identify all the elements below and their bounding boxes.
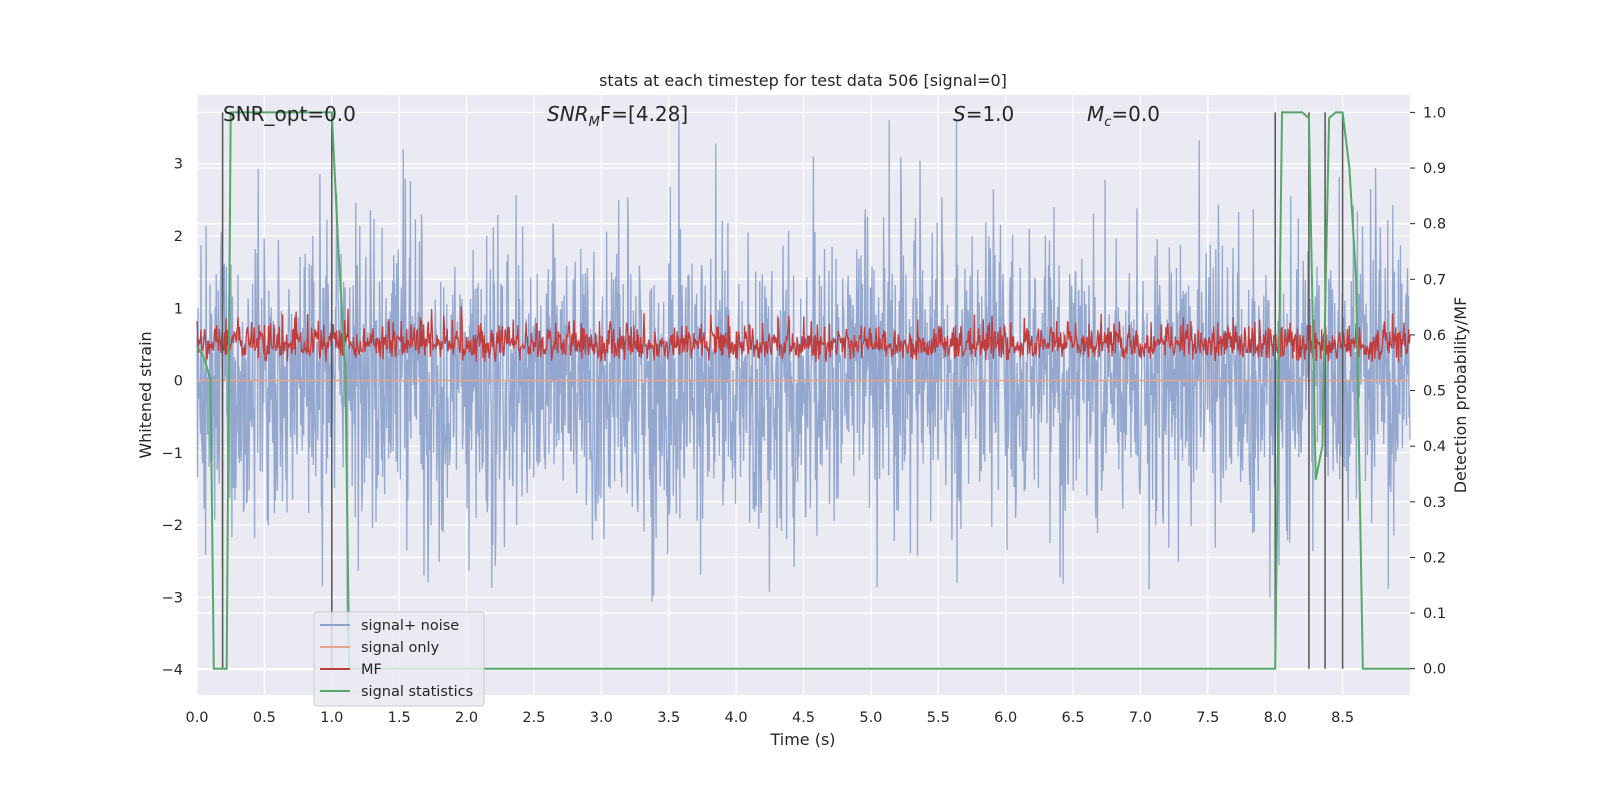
y-axis-label: Whitened strain — [136, 331, 155, 458]
y-tick-label: −1 — [162, 446, 183, 462]
x-tick-label: 0.0 — [185, 710, 208, 726]
y2-tick-label: 0.7 — [1423, 272, 1446, 288]
x-tick-label: 3.0 — [590, 710, 613, 726]
series-signal-noise — [196, 120, 1411, 647]
annotations: SNR_opt=0.0 SNRMF=[4.28] S=1.0 Mc=0.0 — [223, 102, 1160, 130]
legend-label-signal-noise: signal+ noise — [361, 618, 459, 634]
signal-noise-line — [196, 120, 1411, 647]
x-tick-label: 2.0 — [455, 710, 478, 726]
detection-vlines — [221, 112, 1344, 669]
y2-tick-label: 1.0 — [1423, 105, 1446, 121]
x-tick-label: 8.5 — [1331, 710, 1354, 726]
legend-label-signal-statistics: signal statistics — [361, 684, 473, 700]
y2-tick-label: 0.4 — [1423, 439, 1446, 455]
y2-tick-label: 0.5 — [1423, 384, 1446, 400]
annotation-mc: Mc=0.0 — [1087, 102, 1160, 130]
y2-tick-label: 0.6 — [1423, 328, 1446, 344]
annotation-s: S=1.0 — [953, 102, 1014, 126]
x-tick-label: 1.5 — [388, 710, 411, 726]
series-mf — [196, 306, 1411, 363]
y2-tick-label: 0.0 — [1423, 662, 1446, 678]
y2-axis-label: Detection probability/MF — [1451, 297, 1470, 494]
legend: signal+ noise signal only MF signal stat… — [313, 611, 485, 707]
annotation-snr-mf: SNRMF=[4.28] — [547, 102, 688, 130]
signal-statistics-line — [196, 111, 1410, 670]
x-tick-label: 5.0 — [859, 710, 882, 726]
chart-title: stats at each timestep for test data 506… — [599, 71, 1007, 90]
y2-tick-label: 0.9 — [1423, 161, 1446, 177]
x-tick-label: 0.5 — [253, 710, 276, 726]
y-tick-label: 2 — [174, 229, 183, 245]
x-tick-labels: 0.0 0.5 1.0 1.5 2.0 2.5 3.0 3.5 4.0 4.5 5.0 5.5 6.0 6… — [185, 710, 1354, 726]
y-tick-label: −4 — [162, 663, 183, 679]
y2-tick-label: 0.1 — [1423, 606, 1446, 622]
x-tick-label: 5.5 — [927, 710, 950, 726]
legend-label-signal-only: signal only — [361, 640, 440, 656]
x-tick-label: 8.0 — [1264, 710, 1287, 726]
y2-tick-label: 0.2 — [1423, 550, 1446, 566]
x-tick-label: 7.0 — [1129, 710, 1152, 726]
legend-box — [313, 611, 485, 707]
x-tick-label: 4.0 — [725, 710, 748, 726]
y2-tick-labels: 0.0 0.1 0.2 0.3 0.4 0.5 0.6 0.7 0.8 0.9 1.0 — [1410, 105, 1446, 678]
legend-label-mf: MF — [361, 662, 382, 678]
y-tick-label: 3 — [174, 157, 183, 173]
mf-line — [196, 306, 1411, 363]
y-tick-labels: −4 −3 −2 −1 0 1 2 3 — [162, 157, 183, 679]
y2-tick-label: 0.3 — [1423, 495, 1446, 511]
y-tick-label: 1 — [174, 301, 183, 317]
annotation-snr-opt: SNR_opt=0.0 — [223, 102, 356, 126]
y-tick-label: −3 — [162, 590, 183, 606]
x-tick-label: 3.5 — [657, 710, 680, 726]
y-tick-label: 0 — [174, 374, 183, 390]
y-tick-label: −2 — [162, 518, 183, 534]
x-tick-label: 6.5 — [1062, 710, 1085, 726]
x-tick-label: 2.5 — [522, 710, 545, 726]
series-signal-statistics — [196, 111, 1410, 670]
x-tick-label: 4.5 — [792, 710, 815, 726]
x-tick-label: 1.0 — [320, 710, 343, 726]
x-tick-label: 7.5 — [1196, 710, 1219, 726]
x-axis-label: Time (s) — [769, 730, 835, 749]
x-tick-label: 6.0 — [994, 710, 1017, 726]
y2-tick-label: 0.8 — [1423, 217, 1446, 233]
